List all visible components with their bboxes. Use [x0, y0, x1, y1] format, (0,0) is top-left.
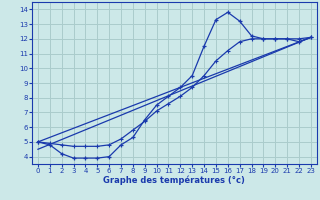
X-axis label: Graphe des températures (°c): Graphe des températures (°c): [103, 176, 245, 185]
